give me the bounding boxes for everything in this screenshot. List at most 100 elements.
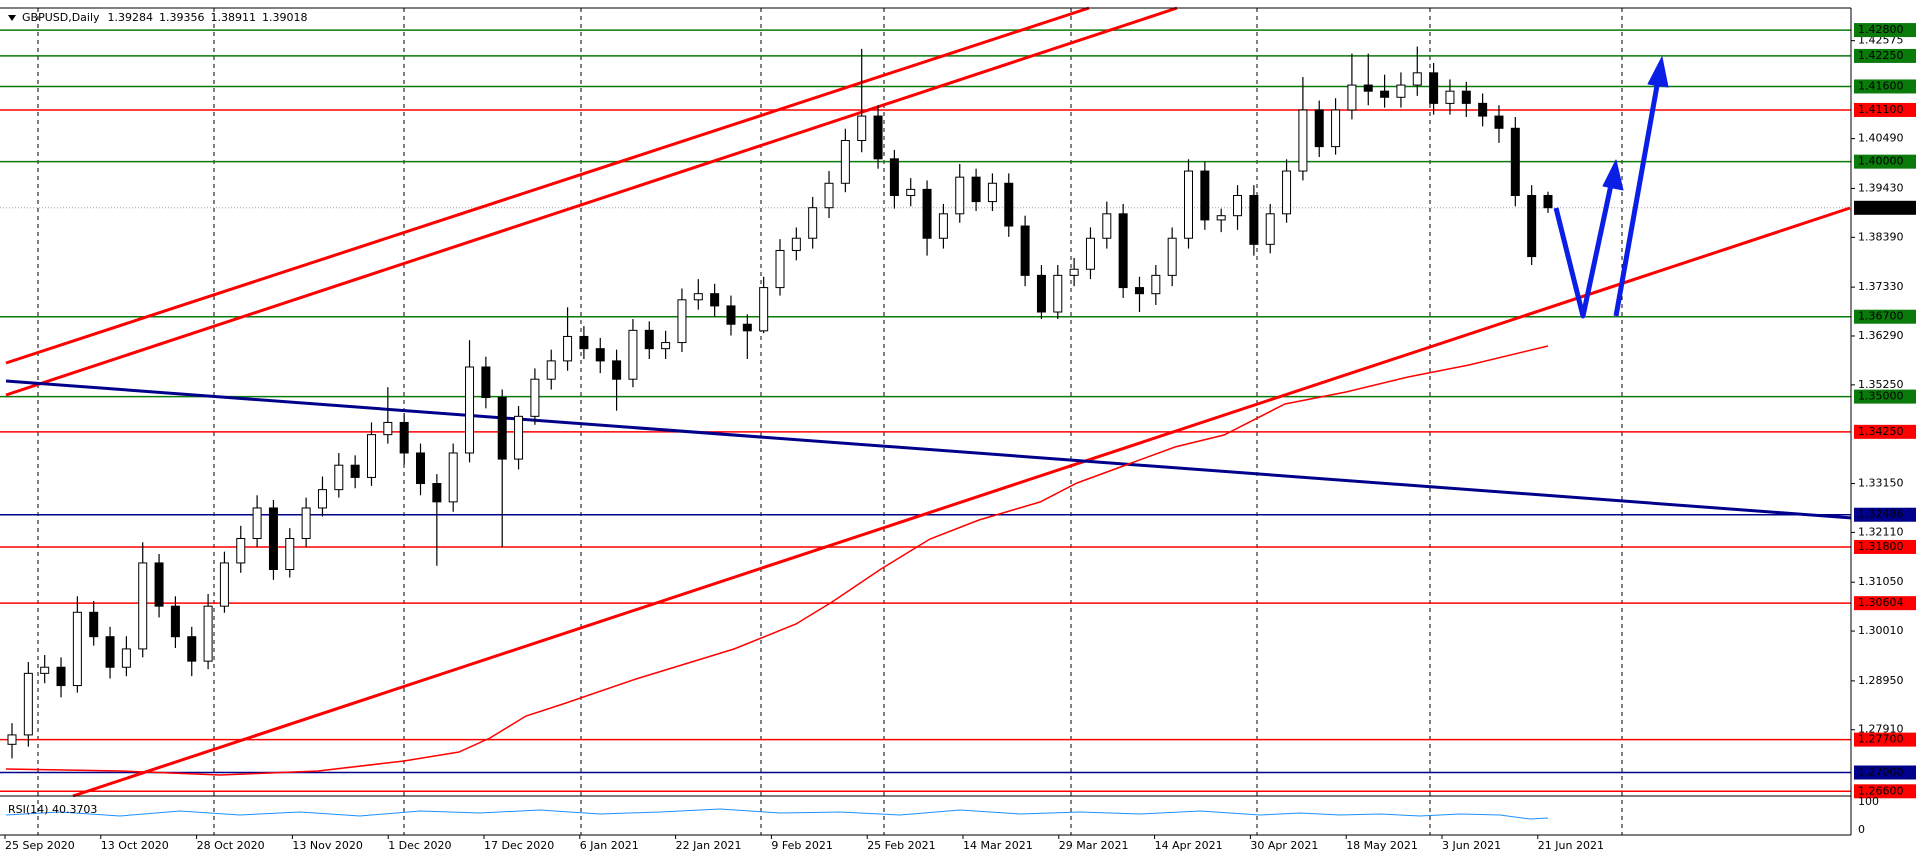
level-label: 1.41100: [1858, 103, 1904, 116]
candle-body: [1461, 90, 1471, 104]
arrow-head: [1647, 56, 1669, 88]
candle-body: [56, 666, 66, 687]
level-label-box: [1854, 424, 1916, 439]
x-tick-label: 14 Apr 2021: [1155, 839, 1223, 852]
candle-body: [1265, 213, 1275, 245]
candle-body: [677, 299, 687, 344]
candle-body: [1184, 170, 1194, 239]
candle-body: [563, 335, 573, 362]
candle-body: [1478, 102, 1488, 117]
candle-body: [1069, 268, 1079, 276]
candle-body: [1494, 115, 1504, 129]
level-label: 1.27700: [1858, 733, 1904, 746]
candle-body: [1118, 213, 1128, 289]
candle-body: [1020, 225, 1030, 276]
candle-body: [497, 397, 507, 460]
candle-body: [1282, 170, 1292, 215]
x-tick-label: 28 Oct 2020: [197, 839, 265, 852]
candle-body: [23, 672, 33, 736]
candle-body: [1445, 90, 1455, 104]
level-label: 1.32486: [1858, 508, 1904, 521]
x-tick-label: 6 Jan 2021: [580, 839, 639, 852]
y-tick-label: 1.30010: [1858, 624, 1904, 637]
candle-body: [661, 342, 671, 350]
x-tick-label: 21 Jun 2021: [1538, 839, 1604, 852]
candle-body: [759, 287, 769, 332]
candle-body: [1380, 90, 1390, 98]
candle-body: [72, 611, 82, 687]
x-tick-label: 22 Jan 2021: [676, 839, 742, 852]
candle-body: [612, 360, 622, 380]
candle-body: [1429, 72, 1439, 104]
candle-body: [432, 483, 442, 503]
resistance-line: [5, 379, 1919, 525]
candle-body: [268, 507, 278, 571]
candle-body: [481, 366, 491, 399]
x-tick-label: 13 Nov 2020: [292, 839, 362, 852]
candle-body: [7, 734, 17, 745]
candle-body: [105, 636, 115, 668]
candle-body: [1004, 182, 1014, 227]
candle-body: [514, 415, 524, 460]
current-price-box: [1854, 200, 1916, 215]
symbol-label: GBPUSD,Daily: [22, 11, 100, 24]
candle-body: [317, 489, 327, 509]
candle-body: [285, 538, 295, 571]
level-label: 1.26600: [1858, 784, 1904, 797]
candle-body: [1314, 109, 1324, 148]
candle-body: [40, 666, 50, 674]
candle-body: [710, 293, 720, 307]
candle-body: [546, 360, 556, 380]
candle-body: [1412, 72, 1422, 86]
level-label-box: [1854, 154, 1916, 169]
level-label-box: [1854, 79, 1916, 94]
candle-body: [971, 176, 981, 203]
level-label-box: [1854, 102, 1916, 117]
header-value: 1.39018: [262, 11, 308, 24]
level-label: 1.42800: [1858, 23, 1904, 36]
y-tick-label: 1.39430: [1858, 181, 1904, 194]
level-label-box: [1854, 596, 1916, 611]
candle-body: [416, 452, 426, 485]
arrow-head: [1602, 159, 1624, 191]
candle-body: [595, 348, 605, 362]
y-tick-label: 1.28950: [1858, 674, 1904, 687]
level-label-box: [1854, 539, 1916, 554]
candle-body: [1510, 127, 1520, 196]
candle-body: [791, 237, 801, 251]
candle-body: [906, 188, 916, 196]
y-tick-label: 1.35250: [1858, 378, 1904, 391]
level-label-box: [1854, 309, 1916, 324]
y-tick-label: 1.36290: [1858, 329, 1904, 342]
candle-body: [1085, 237, 1095, 270]
level-label: 1.42250: [1858, 49, 1904, 62]
candle-body: [170, 605, 180, 638]
candle-body: [726, 305, 736, 325]
candle-body: [1233, 194, 1243, 217]
candle-body: [922, 188, 932, 239]
candle-body: [889, 158, 899, 196]
header-value: 1.38911: [211, 11, 257, 24]
y-tick-label: 1.27910: [1858, 723, 1904, 736]
level-label-box: [1854, 784, 1916, 799]
x-tick-label: 9 Feb 2021: [771, 839, 832, 852]
candle-body: [219, 562, 229, 607]
candle-body: [628, 329, 638, 380]
forecast-arrows: [1553, 56, 1669, 319]
level-label: 1.35000: [1858, 390, 1904, 403]
x-tick-label: 3 Jun 2021: [1442, 839, 1501, 852]
menu-triangle: [8, 15, 16, 21]
level-label-box: [1854, 389, 1916, 404]
x-tick-label: 1 Dec 2020: [388, 839, 451, 852]
rsi-line: [5, 808, 1549, 820]
candle-body: [1167, 237, 1177, 276]
level-label: 1.41600: [1858, 79, 1904, 92]
channel-line: [5, 6, 1178, 397]
y-tick-label: 1.38390: [1858, 230, 1904, 243]
candle-body: [252, 507, 262, 540]
candle-body: [1036, 274, 1046, 313]
candle-body: [987, 182, 997, 203]
candle-body: [448, 452, 458, 503]
candle-body: [775, 249, 785, 289]
